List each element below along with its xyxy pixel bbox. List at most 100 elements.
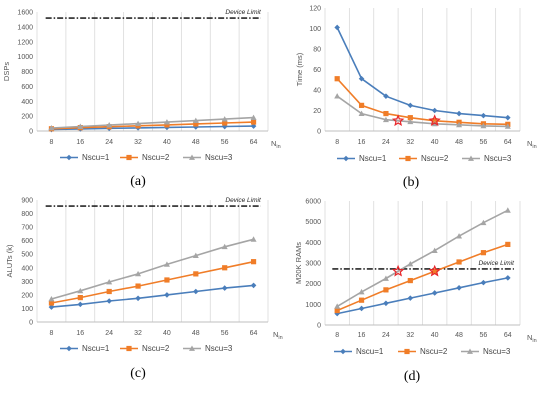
data-point-Nscu3 [431, 247, 438, 253]
data-point-Nscu2 [106, 288, 112, 295]
data-point-Nscu1 [250, 282, 257, 289]
device-limit-label: Device Limit [479, 260, 516, 267]
x-tick-label: 32 [406, 332, 414, 339]
data-point-Nscu1 [221, 285, 228, 291]
y-tick-label: 5000 [305, 219, 321, 226]
y-tick-label: 1000 [17, 54, 33, 61]
data-point-Nscu3 [456, 121, 463, 128]
x-tick-label: 8 [335, 332, 339, 339]
data-point-Nscu1 [505, 114, 511, 121]
data-point-Nscu3 [480, 219, 487, 226]
data-point-Nscu1 [407, 102, 414, 109]
series-line-Nscu1 [336, 27, 508, 119]
highlight-star-2 [428, 264, 441, 277]
data-point-Nscu3 [250, 114, 257, 121]
series-line-Nscu1 [337, 277, 508, 315]
legend-marker [467, 348, 473, 354]
series-line-Nscu3 [336, 95, 508, 128]
y-tick-label: 400 [21, 99, 33, 106]
data-point-Nscu3 [407, 261, 414, 267]
data-point-Nscu1 [135, 295, 141, 302]
legend-marker [405, 155, 411, 162]
data-point-Nscu1 [431, 290, 438, 296]
data-point-Nscu2 [505, 241, 511, 247]
data-point-Nscu1 [358, 305, 365, 312]
x-tick-label: 48 [192, 139, 200, 146]
x-tick-label: 32 [134, 139, 142, 146]
legend-label: Nscu=2 [142, 153, 170, 162]
y-tick-label: 100 [21, 306, 33, 313]
panel-caption: (a) [130, 174, 146, 189]
x-tick-label: 64 [250, 139, 258, 146]
y-tick-label: 500 [21, 252, 33, 259]
y-tick-label: 700 [21, 225, 33, 232]
data-point-Nscu3 [77, 123, 84, 129]
x-tick-label: 40 [163, 139, 171, 146]
y-tick-label: 600 [21, 238, 33, 245]
x-tick-label: 48 [192, 330, 200, 337]
x-tick-label: 56 [221, 139, 229, 146]
y-tick-label: 900 [21, 198, 33, 205]
data-point-Nscu3 [382, 275, 389, 281]
x-axis-label-subscript: in [276, 144, 280, 150]
chart-a: 0 200 400 600 800 1000 1200 1400 1600 8 16 24 32 40 48… [2, 9, 281, 189]
data-point-Nscu1 [383, 300, 389, 307]
x-axis-label: Nin [527, 139, 537, 150]
y-tick-label: 120 [309, 6, 321, 13]
data-point-Nscu3 [358, 110, 365, 116]
data-point-Nscu1 [48, 304, 55, 310]
y-axis-label: DSPs [2, 62, 11, 81]
legend-marker [126, 154, 132, 161]
data-point-Nscu3 [221, 116, 228, 122]
y-tick-label: 600 [21, 84, 33, 91]
data-point-Nscu2 [358, 297, 365, 303]
data-point-Nscu3 [163, 261, 170, 267]
y-tick-label: 6000 [305, 199, 321, 206]
series-line-Nscu1 [51, 284, 254, 308]
legend-label: Nscu=3 [205, 344, 233, 353]
legend-marker [404, 348, 410, 355]
data-point-Nscu2 [193, 271, 199, 277]
chart-d: 0 1000 2000 3000 4000 5000 6000 8 16 24 32 40 48 56 64… [294, 199, 537, 385]
data-point-Nscu1 [431, 107, 438, 114]
y-tick-label: 80 [313, 47, 321, 54]
device-limit-label: Device Limit [225, 9, 262, 16]
data-point-Nscu3 [456, 233, 463, 239]
highlight-star-1 [391, 114, 405, 127]
x-tick-label: 32 [406, 139, 414, 146]
y-tick-label: 2000 [305, 281, 321, 288]
legend-marker [468, 155, 474, 161]
data-point-Nscu1 [250, 123, 257, 129]
data-point-Nscu2 [407, 115, 413, 121]
y-tick-label: 1000 [305, 302, 321, 309]
x-tick-label: 16 [76, 139, 84, 146]
data-point-Nscu3 [504, 123, 511, 129]
data-point-Nscu2 [193, 121, 199, 127]
data-point-Nscu3 [334, 93, 341, 99]
data-point-Nscu1 [164, 292, 170, 298]
data-point-Nscu3 [135, 120, 142, 126]
x-tick-label: 24 [105, 330, 113, 337]
data-point-Nscu2 [334, 307, 340, 314]
data-point-Nscu3 [221, 243, 228, 250]
data-point-Nscu1 [383, 93, 389, 99]
x-tick-label: 56 [480, 139, 488, 146]
x-tick-label: 24 [382, 332, 390, 339]
legend-label: Nscu=1 [356, 347, 384, 356]
y-tick-label: 800 [21, 69, 33, 76]
x-axis-label-subscript: in [532, 338, 536, 344]
data-point-Nscu1 [334, 24, 340, 31]
data-point-Nscu1 [480, 112, 487, 119]
y-tick-label: 300 [21, 279, 33, 286]
legend-marker [189, 345, 195, 351]
data-point-Nscu2 [164, 277, 170, 283]
legend-label: Nscu=1 [82, 153, 110, 162]
x-tick-label: 16 [76, 330, 84, 337]
data-point-Nscu2 [164, 122, 170, 128]
legend-label: Nscu=2 [142, 344, 170, 353]
x-axis-label: Nin [527, 333, 537, 344]
y-axis-label: M20K RAMs [294, 242, 303, 284]
data-point-Nscu2 [250, 259, 257, 265]
data-point-Nscu1 [480, 279, 487, 286]
panel-caption: (d) [404, 369, 421, 384]
